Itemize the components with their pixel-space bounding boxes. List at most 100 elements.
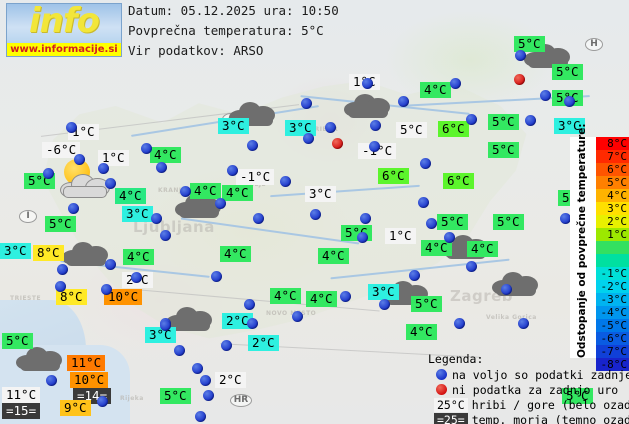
station-dot[interactable] [244,299,255,310]
station-dot[interactable] [515,50,526,61]
station-dot[interactable] [560,213,571,224]
station-dot[interactable] [97,396,108,407]
city-label: TRIESTE [10,295,42,302]
station-dot[interactable] [253,213,264,224]
color-scale: Odstopanje od povprečne temperature: 8°C… [570,123,629,371]
station-dot[interactable] [280,176,291,187]
station-dot[interactable] [211,271,222,282]
station-dot[interactable] [360,213,371,224]
station-dot[interactable] [444,232,455,243]
mountain-temperature-chip: 2°C [215,372,246,388]
station-dot[interactable] [418,197,429,208]
temperature-chip: 5°C [411,296,442,312]
station-dot[interactable] [57,264,68,275]
station-dot[interactable] [55,281,66,292]
temperature-chip: 4°C [270,288,301,304]
station-dot[interactable] [501,284,512,295]
color-scale-row: -7°C [596,345,629,358]
station-dot[interactable] [43,168,54,179]
station-dot[interactable] [221,340,232,351]
station-dot[interactable] [101,284,112,295]
station-dot[interactable] [325,122,336,133]
legend-blue-dot-icon [436,369,447,380]
station-dot[interactable] [420,158,431,169]
station-dot[interactable] [247,140,258,151]
legend: Legenda: na voljo so podatki zadnje uren… [428,352,629,424]
temperature-chip: 3°C [368,284,399,300]
station-dot[interactable] [247,318,258,329]
color-scale-title: Odstopanje od povprečne temperature: [576,123,588,358]
station-dot[interactable] [131,272,142,283]
mountain-temperature-chip: -6°C [42,142,81,158]
station-dot[interactable] [292,311,303,322]
mountain-temperature-chip: 1°C [385,228,416,244]
station-dot[interactable] [466,114,477,125]
station-dot[interactable] [192,363,203,374]
legend-title: Legenda: [428,352,484,366]
station-dot[interactable] [379,299,390,310]
station-dot[interactable] [160,320,171,331]
station-dot[interactable] [362,78,373,89]
mountain-temperature-chip: 5°C [396,122,427,138]
city-label: MARIBOR [303,126,339,133]
station-dot[interactable] [156,162,167,173]
station-dot[interactable] [369,141,380,152]
temperature-chip: 3°C [0,243,31,259]
station-dot[interactable] [540,90,551,101]
color-scale-row [596,254,629,267]
station-dot[interactable] [564,96,575,107]
station-dot[interactable] [174,345,185,356]
temperature-chip: 5°C [160,388,191,404]
temperature-chip: 5°C [493,214,524,230]
station-dot[interactable] [180,186,191,197]
temperature-chip: 6°C [378,168,409,184]
site-logo[interactable]: info www.informacije.si [6,1,122,57]
station-dot[interactable] [466,261,477,272]
station-dot[interactable] [215,198,226,209]
temperature-chip: 6°C [443,173,474,189]
station-dot[interactable] [200,375,211,386]
station-dot[interactable] [303,133,314,144]
station-dot[interactable] [105,178,116,189]
station-dot[interactable] [450,78,461,89]
station-dot[interactable] [66,122,77,133]
station-dot[interactable] [301,98,312,109]
station-dot[interactable] [203,390,214,401]
station-dot[interactable] [105,259,116,270]
station-dot[interactable] [74,154,85,165]
station-dot-no-data[interactable] [514,74,525,85]
temperature-chip: 3°C [122,206,153,222]
station-dot[interactable] [68,203,79,214]
temperature-chip: 5°C [552,64,583,80]
station-dot[interactable] [454,318,465,329]
header-date-time: Datum: 05.12.2025 ura: 10:50 [128,3,339,18]
temperature-chip: 4°C [421,240,452,256]
color-scale-row: 8°C [596,137,629,150]
station-dot[interactable] [195,411,206,422]
temperature-chip: 4°C [467,241,498,257]
color-scale-row: -2°C [596,280,629,293]
station-dot[interactable] [357,232,368,243]
station-dot[interactable] [340,291,351,302]
station-dot[interactable] [398,96,409,107]
cloud-icon [16,345,62,371]
color-scale-row: -4°C [596,306,629,319]
station-dot[interactable] [98,163,109,174]
station-dot[interactable] [151,213,162,224]
station-dot[interactable] [160,230,171,241]
station-dot[interactable] [370,120,381,131]
station-dot[interactable] [227,165,238,176]
temperature-chip: 3°C [218,118,249,134]
station-dot[interactable] [46,375,57,386]
header-data-source: Vir podatkov: ARSO [128,43,264,58]
station-dot-no-data[interactable] [332,138,343,149]
station-dot[interactable] [426,218,437,229]
temperature-chip: 8°C [33,245,64,261]
station-dot[interactable] [409,270,420,281]
station-dot[interactable] [141,143,152,154]
station-dot[interactable] [518,318,529,329]
cloud-icon [229,100,275,126]
station-dot[interactable] [310,209,321,220]
station-dot[interactable] [525,115,536,126]
